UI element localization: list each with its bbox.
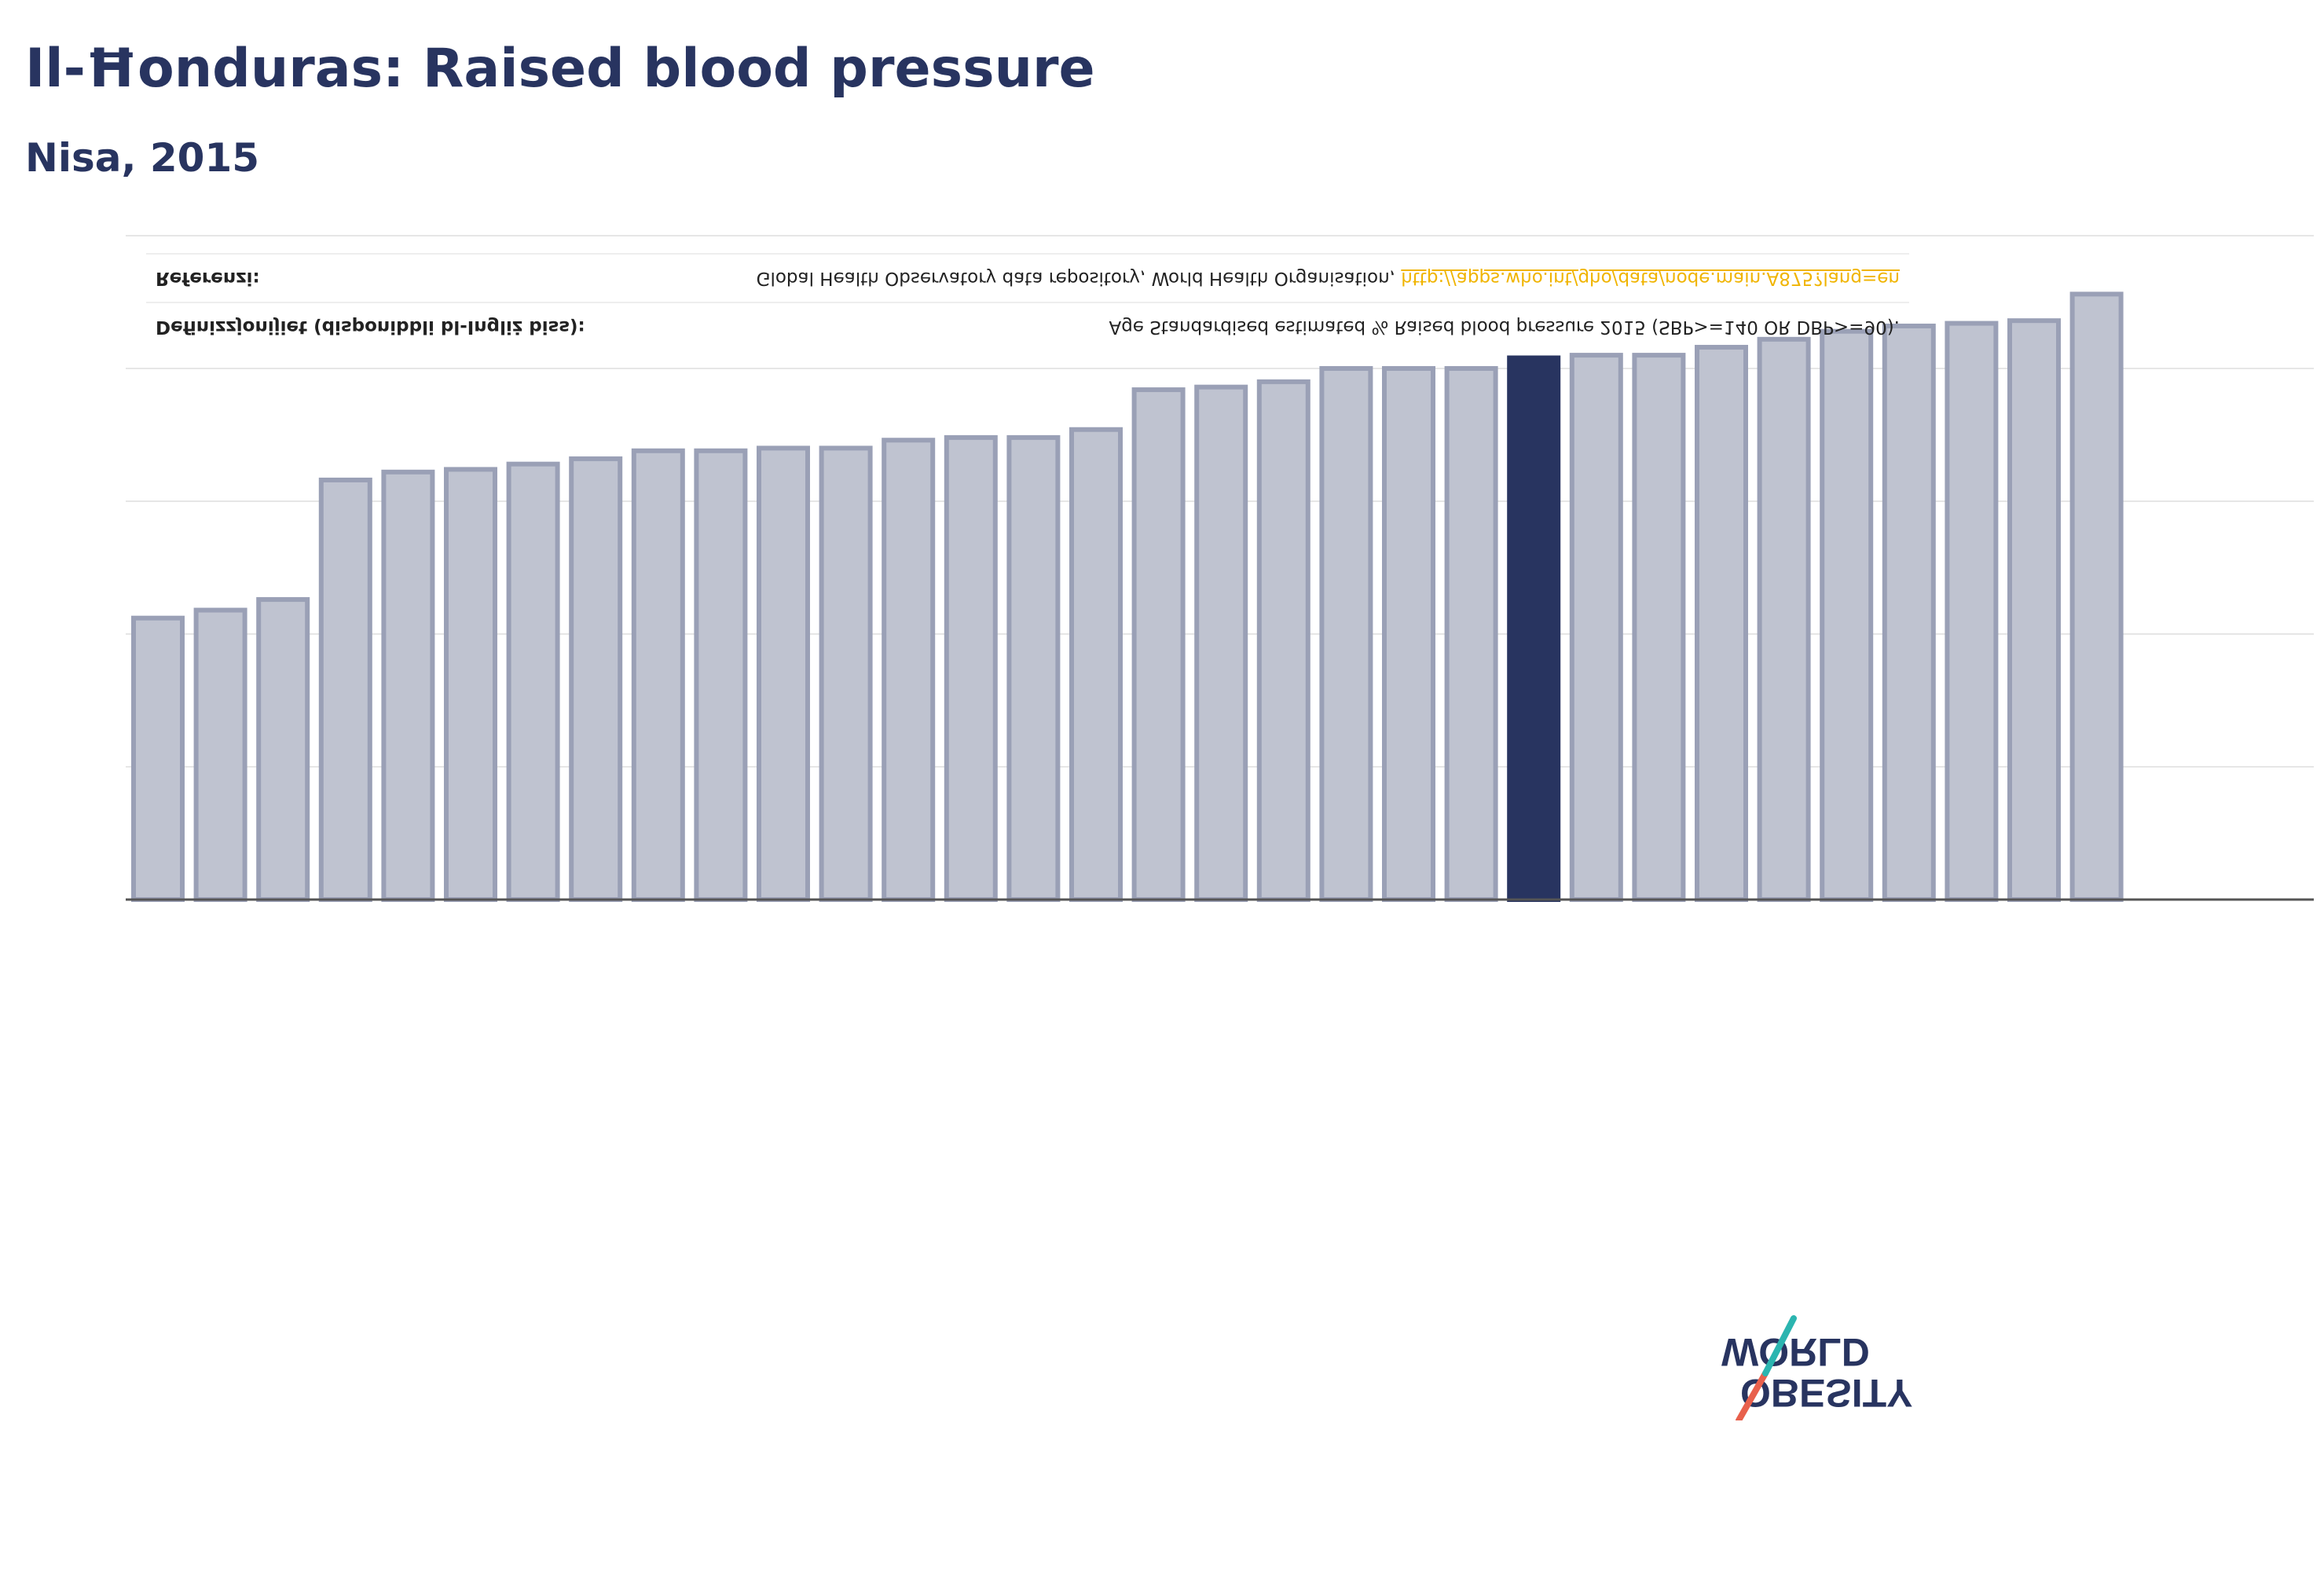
bar (1882, 323, 1936, 903)
bar (256, 597, 310, 902)
bar (2007, 318, 2061, 903)
bar (1444, 366, 1498, 902)
bar (1319, 366, 1373, 902)
world-obesity-logo: OBESITY WORLD (1721, 1315, 1912, 1420)
logo-slash-teal (1762, 1315, 1797, 1376)
bar (381, 469, 435, 902)
logo-word-world: WORLD (1721, 1330, 1870, 1374)
bar (506, 461, 560, 902)
bar (1820, 328, 1874, 902)
reference-label: Referenzi: (156, 268, 260, 288)
logo-word-obesity: OBESITY (1740, 1371, 1912, 1415)
bar (1632, 353, 1686, 903)
definition-text: Age Standardised estimated % Raised bloo… (1109, 317, 1900, 337)
bar (1757, 336, 1811, 902)
bar (193, 607, 247, 903)
bar (819, 445, 873, 902)
logo-slash-red (1736, 1370, 1769, 1420)
reference-link[interactable]: http://apps.who.int/gho/data/node.main.A… (1401, 268, 1900, 288)
bar (1945, 321, 1999, 903)
bar (1569, 353, 1623, 903)
bar (1382, 366, 1435, 902)
bar (1194, 384, 1248, 903)
bar (1695, 344, 1748, 902)
info-panel: Definizzjonijiet (disponibbli bl-Ingliż … (146, 251, 1909, 350)
bar (757, 445, 810, 902)
bar (131, 615, 185, 902)
bar (631, 448, 685, 902)
bar (1069, 427, 1123, 902)
bar (694, 448, 748, 902)
bar (318, 477, 372, 902)
reference-row: Referenzi: Global Health Observatory dat… (146, 253, 1909, 302)
bar (882, 438, 936, 902)
bars (131, 291, 2124, 903)
bar (1006, 434, 1061, 902)
bar (569, 456, 623, 902)
bar (1131, 387, 1186, 903)
bar (444, 467, 497, 902)
bar (944, 434, 998, 902)
definition-row: Definizzjonijiet (disponibbli bl-Ingliż … (146, 302, 1909, 350)
bar-highlighted (1507, 355, 1561, 903)
reference-content: Global Health Observatory data repositor… (757, 268, 1900, 288)
reference-text: Global Health Observatory data repositor… (756, 268, 1395, 288)
chart-subtitle: Nisa, 2015 (25, 135, 260, 181)
bar (1256, 379, 1310, 902)
bar (2069, 291, 2124, 902)
chart-title: Il-Ħonduras: Raised blood pressure (25, 38, 1095, 100)
definition-label: Definizzjonijiet (disponibbli bl-Ingliż … (156, 317, 585, 337)
